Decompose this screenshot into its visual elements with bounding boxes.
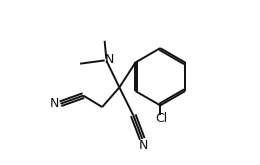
Text: Cl: Cl	[155, 113, 167, 126]
Text: N: N	[105, 53, 114, 66]
Text: N: N	[138, 139, 148, 152]
Text: N: N	[50, 97, 59, 110]
